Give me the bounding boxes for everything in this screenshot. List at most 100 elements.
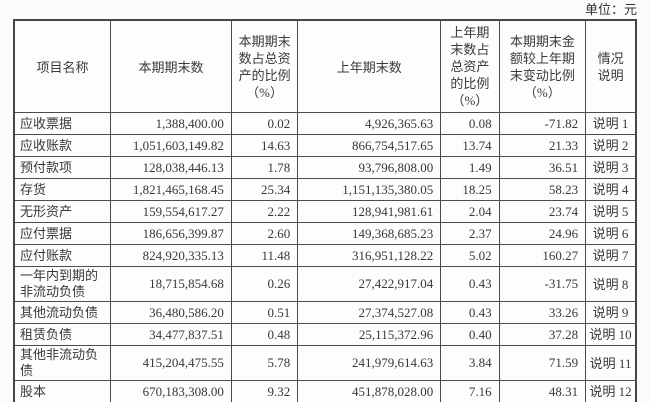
cell-prior_pct: 2.37 bbox=[440, 222, 500, 245]
cell-text: 24.96 bbox=[548, 225, 579, 241]
cell-current: 34,477,837.51 bbox=[110, 323, 232, 346]
cell-current_pct: 0.51 bbox=[230, 301, 299, 324]
cell-current: 18,715,854.68 bbox=[110, 266, 232, 302]
cell-current_pct: 2.60 bbox=[230, 222, 299, 245]
cell-text: 0.51 bbox=[267, 304, 291, 320]
cell-current_pct: 0.02 bbox=[230, 112, 299, 135]
table-row: 存货 1,821,465,168.45 25.34 1,151,135,380.05 1… bbox=[13, 178, 637, 201]
cell-name: 无形资产 bbox=[13, 200, 112, 223]
cell-prior: 451,878,028.00 bbox=[297, 380, 442, 402]
cell-name: 一年内到期的非流动负债 bbox=[13, 266, 112, 302]
column-header-change_pct: 本期期末金额较上年期末变动比例（%） bbox=[498, 19, 587, 113]
cell-text: 93,796,808.00 bbox=[358, 159, 434, 175]
cell-text: 25,115,372.96 bbox=[358, 326, 434, 342]
cell-text: 71.59 bbox=[548, 355, 579, 370]
column-header-label: 本期期末数 bbox=[138, 59, 204, 75]
cell-change_pct: 36.51 bbox=[498, 156, 587, 179]
cell-note: 说明 10 bbox=[585, 323, 637, 346]
cell-text: 租赁负债 bbox=[20, 326, 73, 342]
table-row: 预付款项 128,038,446.13 1.78 93,796,808.00 1.49 3… bbox=[13, 156, 637, 179]
cell-note: 说明 7 bbox=[585, 244, 637, 267]
cell-text: 13.74 bbox=[462, 137, 492, 153]
cell-prior_pct: 0.40 bbox=[440, 323, 500, 346]
cell-text: 0.08 bbox=[468, 115, 492, 131]
cell-text: 2.37 bbox=[468, 225, 492, 241]
cell-text: 36,480,586.20 bbox=[149, 304, 224, 320]
cell-current: 1,051,603,149.82 bbox=[110, 134, 232, 157]
cell-text: 670,183,308.00 bbox=[142, 383, 224, 399]
cell-text: 415,204,475.55 bbox=[142, 355, 224, 370]
cell-note: 说明 9 bbox=[585, 301, 637, 324]
cell-name: 租赁负债 bbox=[13, 323, 112, 346]
cell-text: 18.25 bbox=[462, 181, 492, 197]
table-body: 应收票据 1,388,400.00 0.02 4,926,365.63 0.08 -71.… bbox=[13, 112, 637, 402]
cell-text: 存货 bbox=[20, 181, 47, 197]
unit-label: 单位：元 bbox=[584, 2, 637, 17]
cell-text: 25.34 bbox=[261, 181, 291, 197]
cell-current: 670,183,308.00 bbox=[110, 380, 232, 402]
cell-change_pct: 23.74 bbox=[498, 200, 587, 223]
cell-name: 预付款项 bbox=[13, 156, 112, 179]
cell-text: 866,754,517.65 bbox=[351, 137, 434, 153]
cell-current_pct: 9.32 bbox=[230, 380, 299, 402]
cell-text: 11.48 bbox=[261, 247, 291, 263]
cell-current_pct: 0.48 bbox=[230, 323, 299, 346]
column-header-note: 情况说明 bbox=[585, 19, 637, 113]
table-row: 其他流动负债 36,480,586.20 0.51 27,374,527.08 0.43… bbox=[13, 301, 637, 324]
cell-current_pct: 11.48 bbox=[230, 244, 299, 267]
cell-change_pct: 58.23 bbox=[498, 178, 587, 201]
table-row: 其他非流动负债 415,204,475.55 5.78 241,979,614.63 3… bbox=[13, 345, 637, 381]
table-row: 应付账款 824,920,335.13 11.48 316,951,128.22 5.0… bbox=[13, 244, 637, 267]
cell-text: 1,388,400.00 bbox=[155, 115, 224, 131]
cell-text: 128,941,981.61 bbox=[351, 203, 434, 219]
cell-text: -71.82 bbox=[544, 115, 579, 131]
cell-note: 说明 11 bbox=[585, 345, 637, 381]
column-header-label: 上年期末数占总资产的比例（%） bbox=[450, 25, 490, 108]
cell-text: 9.32 bbox=[267, 383, 291, 399]
cell-text: 0.43 bbox=[468, 276, 492, 291]
cell-text: 186,656,399.87 bbox=[142, 225, 224, 241]
cell-text: 0.26 bbox=[267, 276, 291, 291]
cell-text: 说明 1 bbox=[592, 116, 629, 131]
cell-text: 160.27 bbox=[542, 247, 579, 263]
cell-text: 说明 6 bbox=[592, 226, 629, 241]
cell-text: 2.04 bbox=[468, 203, 492, 219]
cell-prior: 316,951,128.22 bbox=[297, 244, 442, 267]
cell-text: 无形资产 bbox=[20, 203, 73, 219]
cell-text: 5.78 bbox=[267, 355, 291, 370]
cell-text: 316,951,128.22 bbox=[351, 247, 434, 263]
cell-note: 说明 1 bbox=[585, 112, 637, 135]
cell-text: -31.75 bbox=[544, 276, 579, 291]
cell-text: 应付账款 bbox=[20, 247, 73, 263]
cell-change_pct: 160.27 bbox=[498, 244, 587, 267]
cell-prior: 1,151,135,380.05 bbox=[297, 178, 442, 201]
cell-text: 48.31 bbox=[548, 383, 579, 399]
cell-prior_pct: 18.25 bbox=[440, 178, 500, 201]
cell-prior_pct: 13.74 bbox=[440, 134, 500, 157]
cell-text: 21.33 bbox=[548, 137, 579, 153]
cell-text: 其他非流动负债 bbox=[20, 347, 99, 378]
cell-text: 37.28 bbox=[548, 326, 579, 342]
cell-change_pct: 21.33 bbox=[498, 134, 587, 157]
table-row: 应付票据 186,656,399.87 2.60 149,368,685.23 2.37… bbox=[13, 222, 637, 245]
cell-prior: 149,368,685.23 bbox=[297, 222, 442, 245]
cell-current: 1,821,465,168.45 bbox=[110, 178, 232, 201]
cell-text: 说明 5 bbox=[592, 204, 629, 219]
table-row: 无形资产 159,554,617.27 2.22 128,941,981.61 2.04… bbox=[13, 200, 637, 223]
cell-text: 58.23 bbox=[548, 181, 579, 197]
cell-current_pct: 25.34 bbox=[230, 178, 299, 201]
cell-note: 说明 2 bbox=[585, 134, 637, 157]
table-row: 应收票据 1,388,400.00 0.02 4,926,365.63 0.08 -71.… bbox=[13, 112, 637, 135]
cell-text: 33.26 bbox=[548, 304, 579, 320]
cell-text: 说明 8 bbox=[592, 276, 629, 292]
column-header-prior: 上年期末数 bbox=[297, 19, 442, 113]
cell-text: 1.78 bbox=[267, 159, 291, 175]
cell-note: 说明 4 bbox=[585, 178, 637, 201]
cell-prior: 27,374,527.08 bbox=[297, 301, 442, 324]
cell-prior_pct: 3.84 bbox=[440, 345, 500, 381]
column-header-current_pct: 本期期末数占总资产的比例（%） bbox=[230, 19, 299, 113]
cell-prior: 27,422,917.04 bbox=[297, 266, 442, 302]
cell-text: 应付票据 bbox=[20, 225, 73, 241]
cell-text: 一年内到期的非流动负债 bbox=[20, 268, 99, 299]
